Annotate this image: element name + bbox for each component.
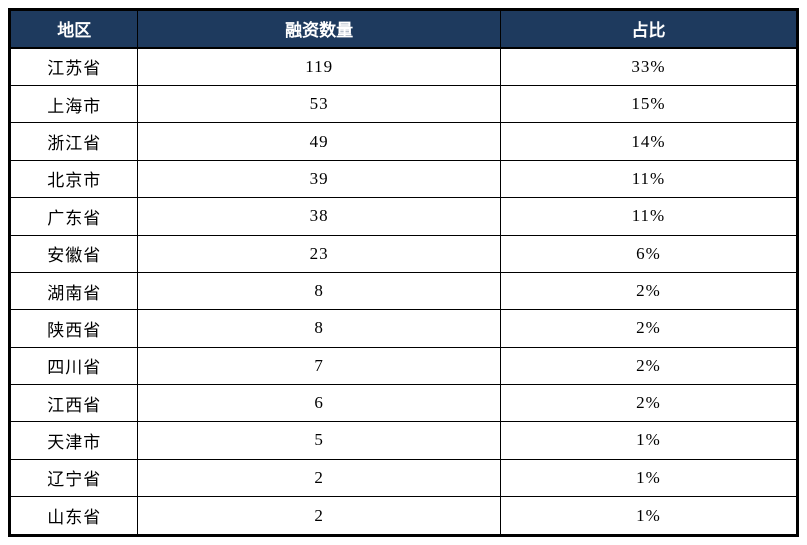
region-cell: 湖南省 [8, 271, 139, 311]
count-cell: 39 [137, 159, 501, 199]
count-cell: 38 [137, 197, 501, 236]
table-row: 北京市 39 11% [8, 159, 799, 199]
count-cell: 7 [137, 346, 501, 385]
count-cell: 53 [137, 85, 501, 124]
share-cell: 2% [499, 309, 799, 348]
table-row: 浙江省 49 14% [8, 122, 799, 161]
share-cell: 1% [499, 458, 799, 498]
table-row: 天津市 5 1% [8, 421, 799, 460]
region-financing-table: 地区 融资数量 占比 江苏省 119 33% 上海市 53 15% 浙江省 49… [8, 8, 799, 537]
region-cell: 浙江省 [8, 122, 139, 161]
share-cell: 6% [499, 234, 799, 273]
count-cell: 2 [137, 458, 501, 498]
region-cell: 江西省 [8, 383, 139, 423]
table-row: 江苏省 119 33% [8, 46, 799, 87]
table-row: 陕西省 8 2% [8, 309, 799, 348]
count-cell: 6 [137, 383, 501, 423]
count-cell: 119 [137, 46, 501, 87]
share-cell: 2% [499, 271, 799, 311]
table-row: 四川省 7 2% [8, 346, 799, 385]
region-cell: 安徽省 [8, 234, 139, 273]
count-cell: 49 [137, 122, 501, 161]
region-cell: 上海市 [8, 85, 139, 124]
count-cell: 5 [137, 421, 501, 460]
column-header-region: 地区 [8, 9, 139, 49]
region-cell: 广东省 [8, 197, 139, 236]
column-header-financing-count: 融资数量 [137, 9, 501, 49]
table-row: 安徽省 23 6% [8, 234, 799, 273]
column-header-share: 占比 [499, 9, 799, 49]
share-cell: 14% [499, 122, 799, 161]
count-cell: 8 [137, 309, 501, 348]
table-row: 辽宁省 2 1% [8, 458, 799, 498]
table-row: 山东省 2 1% [8, 496, 799, 536]
share-cell: 2% [499, 383, 799, 423]
region-cell: 陕西省 [8, 309, 139, 348]
share-cell: 15% [499, 85, 799, 124]
share-cell: 2% [499, 346, 799, 385]
share-cell: 1% [499, 496, 799, 536]
region-cell: 山东省 [8, 496, 139, 536]
count-cell: 2 [137, 496, 501, 536]
region-cell: 辽宁省 [8, 458, 139, 498]
table-row: 湖南省 8 2% [8, 271, 799, 311]
share-cell: 11% [499, 159, 799, 199]
table-row: 江西省 6 2% [8, 383, 799, 423]
table-header-row: 地区 融资数量 占比 [8, 9, 799, 49]
region-cell: 北京市 [8, 159, 139, 199]
region-cell: 四川省 [8, 346, 139, 385]
share-cell: 33% [499, 46, 799, 87]
table-row: 广东省 38 11% [8, 197, 799, 236]
region-cell: 天津市 [8, 421, 139, 460]
count-cell: 8 [137, 271, 501, 311]
table-row: 上海市 53 15% [8, 85, 799, 124]
count-cell: 23 [137, 234, 501, 273]
region-cell: 江苏省 [8, 46, 139, 87]
share-cell: 11% [499, 197, 799, 236]
share-cell: 1% [499, 421, 799, 460]
